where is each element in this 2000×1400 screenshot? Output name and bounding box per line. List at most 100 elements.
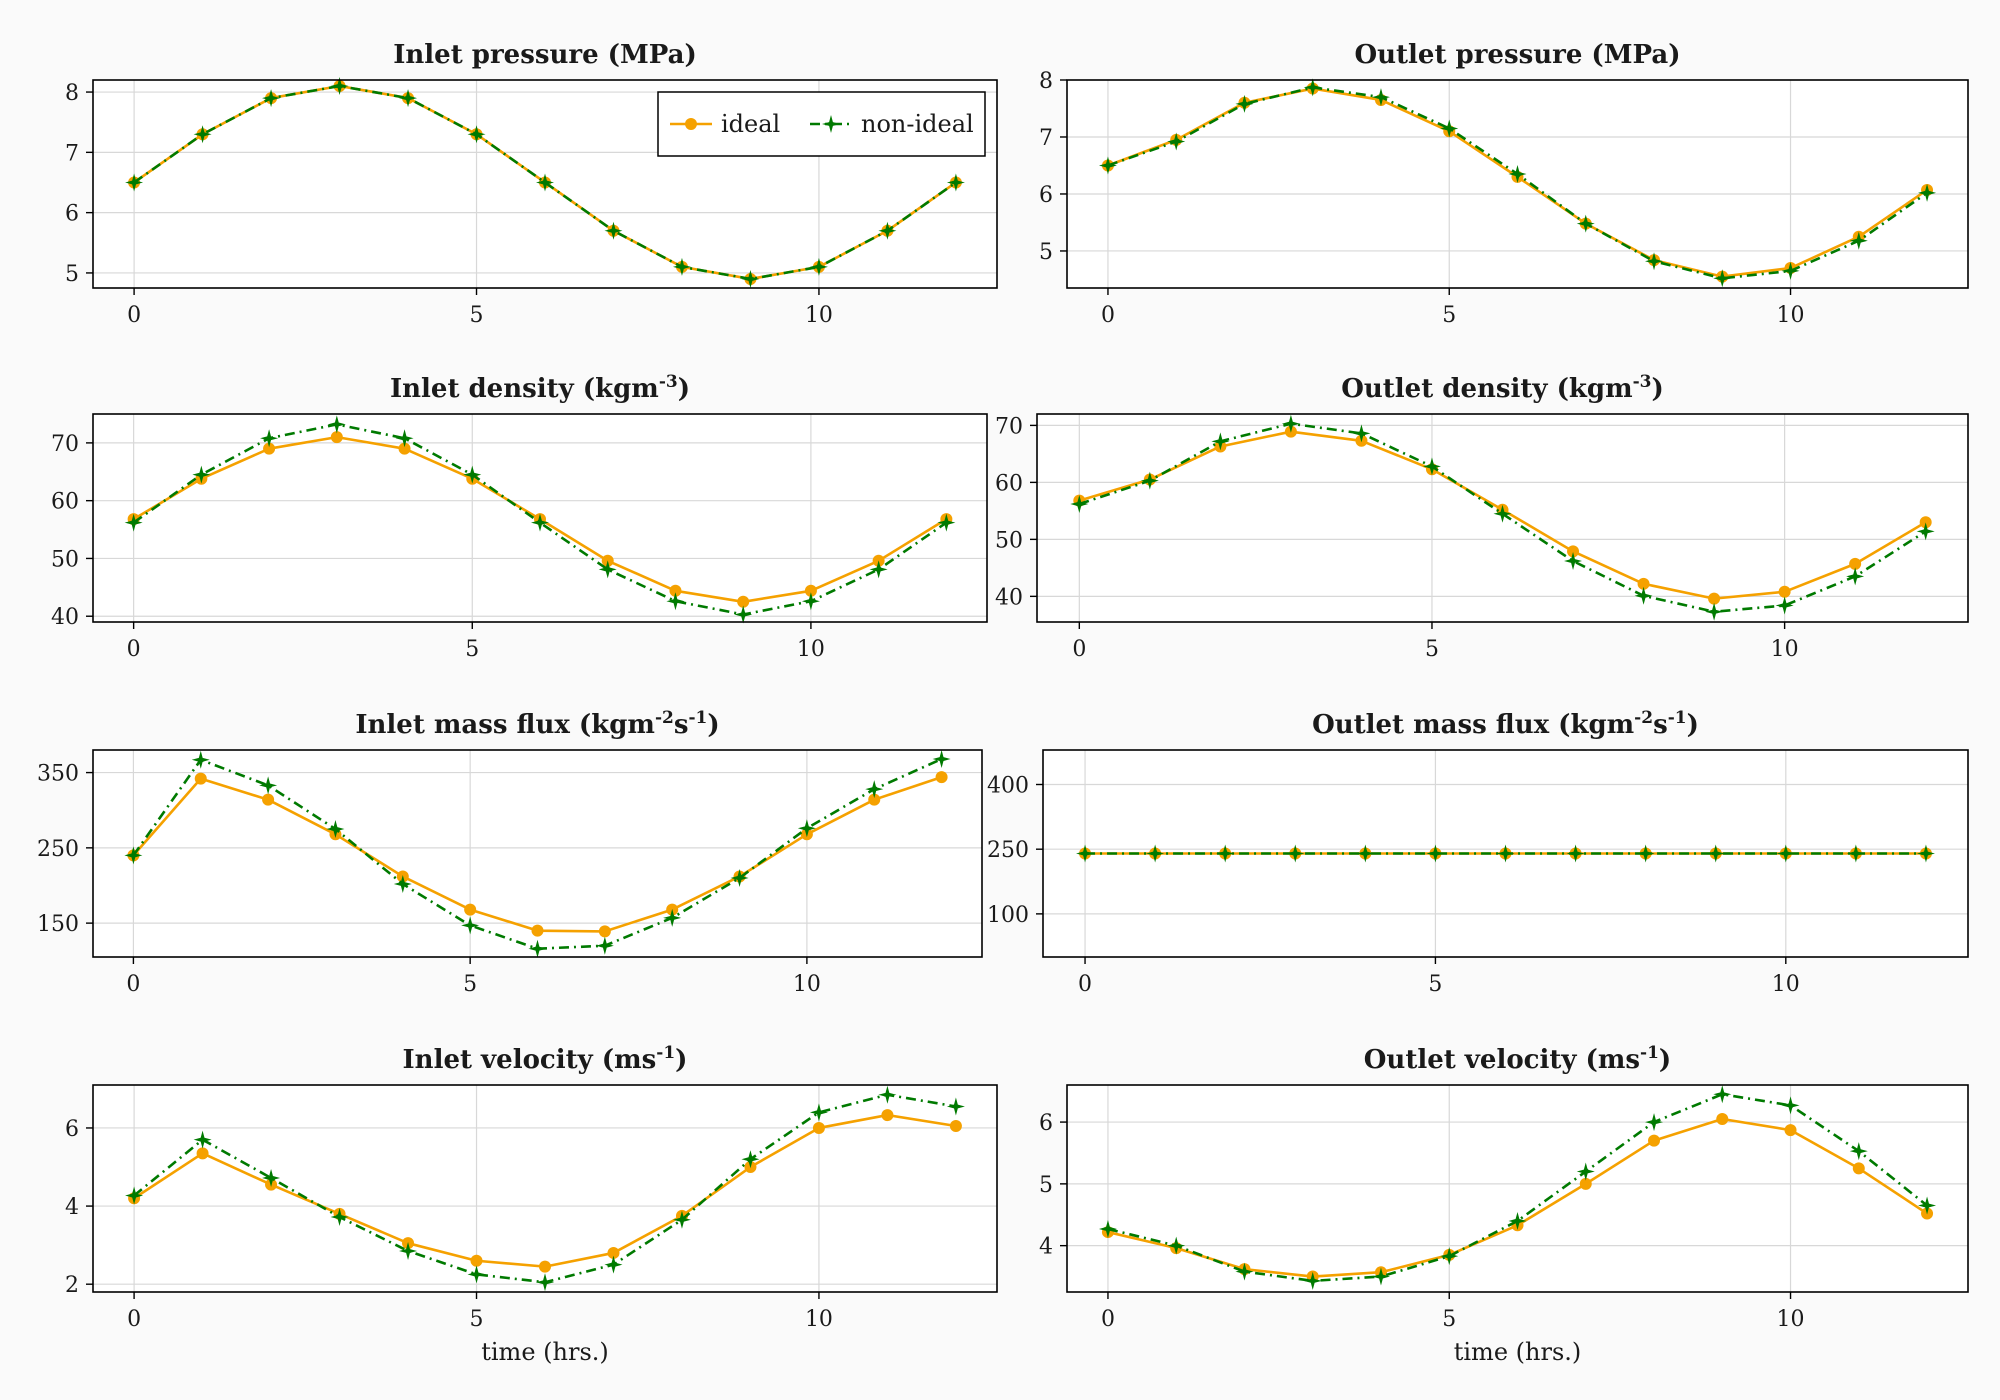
- x-tick-label: 0: [126, 972, 140, 997]
- nonideal-point: [191, 750, 210, 769]
- x-tick-label: 10: [1771, 637, 1799, 662]
- legend-ideal-marker: [685, 118, 697, 130]
- nonideal-point: [946, 1097, 965, 1116]
- title-superscript: -1: [656, 1043, 675, 1063]
- nonideal-point: [259, 776, 278, 795]
- y-tick-label: 4: [65, 1195, 79, 1220]
- panel-3: 0 5 10 40 50 60 70 Inlet density (kgm-3): [51, 372, 988, 662]
- ideal-point: [598, 925, 611, 938]
- title-text: Inlet density (kgm: [390, 374, 659, 404]
- nonideal-point: [946, 173, 965, 192]
- panel-title: Inlet pressure (MPa): [393, 40, 697, 70]
- nonideal-point: [809, 257, 828, 276]
- panel-title: Outlet pressure (MPa): [1354, 40, 1680, 70]
- title-superscript: -3: [1633, 372, 1652, 392]
- nonideal-point: [598, 560, 617, 579]
- title-superscript: -1: [1668, 708, 1687, 728]
- y-tick-label: 6: [65, 1117, 79, 1142]
- x-tick-label: 5: [1442, 303, 1456, 328]
- title-text: s: [674, 710, 689, 740]
- nonideal-point: [1356, 844, 1375, 863]
- nonideal-point: [1371, 88, 1390, 107]
- y-tick-label: 150: [37, 912, 79, 937]
- title-text: Inlet pressure (MPa): [393, 40, 697, 70]
- nonideal-point: [1776, 844, 1795, 863]
- panel-title: Outlet velocity (ms-1): [1364, 1043, 1671, 1075]
- title-superscript: -2: [1634, 708, 1653, 728]
- nonideal-point: [1076, 844, 1095, 863]
- nonideal-point: [1146, 844, 1165, 863]
- y-tick-label: 6: [65, 202, 79, 227]
- plot-frame: [92, 749, 983, 958]
- nonideal-point: [327, 415, 346, 434]
- nonideal-point: [1070, 495, 1089, 514]
- nonideal-point: [399, 89, 418, 108]
- y-tick-label: 5: [1039, 240, 1053, 265]
- legend-nonideal-label: non-ideal: [861, 110, 974, 138]
- title-superscript: -2: [655, 708, 674, 728]
- nonideal-point: [463, 465, 482, 484]
- y-tick-label: 350: [37, 762, 79, 787]
- nonideal-point: [1440, 1247, 1459, 1266]
- nonideal-point: [1235, 94, 1254, 113]
- panel-5: 0 5 10 150 250 350 Inlet mass flux (kgm-2s-1): [37, 708, 983, 997]
- nonideal-point: [1634, 586, 1653, 605]
- plot-frame: [92, 79, 998, 289]
- plot-frame: [1066, 1084, 1969, 1293]
- nonideal-point: [1918, 1196, 1937, 1215]
- plot-frame: [1042, 749, 1969, 958]
- nonideal-point: [741, 269, 760, 288]
- ideal-point: [1567, 545, 1580, 558]
- nonideal-point: [536, 173, 554, 192]
- ideal-point: [539, 1260, 551, 1273]
- nonideal-point: [1564, 552, 1583, 571]
- nonideal-point: [262, 89, 281, 108]
- x-tick-label: 0: [127, 303, 141, 328]
- nonideal-point: [1918, 183, 1937, 202]
- nonideal-point: [672, 1210, 691, 1229]
- ideal-point: [868, 793, 881, 806]
- y-tick-label: 100: [987, 903, 1029, 928]
- nonideal-point: [1645, 252, 1664, 271]
- x-tick-label: 5: [465, 637, 479, 662]
- nonideal-point: [1098, 1219, 1117, 1238]
- nonideal-point: [326, 820, 345, 839]
- nonideal-point: [865, 780, 884, 799]
- nonideal-point: [1508, 1211, 1527, 1230]
- panel-6: 0 5 10 100 250 400 Outlet mass flux (kgm-2s-1): [987, 708, 1969, 997]
- nonideal-point: [666, 592, 685, 611]
- nonideal-point: [1303, 1271, 1322, 1290]
- ideal-point: [1849, 557, 1862, 570]
- y-tick-label: 70: [995, 414, 1023, 439]
- nonideal-point: [1846, 844, 1865, 863]
- nonideal-point: [467, 1265, 486, 1284]
- nonideal-point: [1496, 844, 1515, 863]
- nonideal-point: [1508, 165, 1527, 184]
- title-superscript: -1: [1640, 1043, 1659, 1063]
- y-tick-label: 6: [1039, 183, 1053, 208]
- legend: ideal non-ideal: [657, 91, 986, 157]
- nonideal-point: [1849, 231, 1868, 250]
- nonideal-point: [531, 513, 549, 532]
- title-superscript: -1: [688, 708, 707, 728]
- nonideal-point: [741, 1150, 760, 1169]
- ideal-point: [1708, 592, 1721, 605]
- nonideal-point: [467, 125, 486, 144]
- ideal-point: [1778, 585, 1791, 598]
- panel-title: Inlet density (kgm-3): [390, 372, 690, 404]
- y-tick-label: 5: [1039, 1173, 1053, 1198]
- nonideal-point: [1705, 602, 1724, 621]
- nonideal-point: [1576, 1162, 1595, 1181]
- nonideal-point: [125, 173, 144, 192]
- nonideal-point: [536, 1273, 554, 1292]
- nonideal-point: [1916, 844, 1935, 863]
- ideal-point: [1648, 1134, 1661, 1147]
- ideal-point: [1919, 516, 1932, 529]
- plot-frame: [92, 413, 988, 623]
- panel-7: 0 5 10 2 4 6 Inlet velocity (ms-1) time (hrs.): [65, 1043, 998, 1366]
- plot-area: [93, 1085, 997, 1292]
- y-tick-label: 250: [987, 838, 1029, 863]
- nonideal-point: [193, 125, 212, 144]
- nonideal-point: [1371, 1267, 1390, 1286]
- nonideal-point: [663, 908, 682, 927]
